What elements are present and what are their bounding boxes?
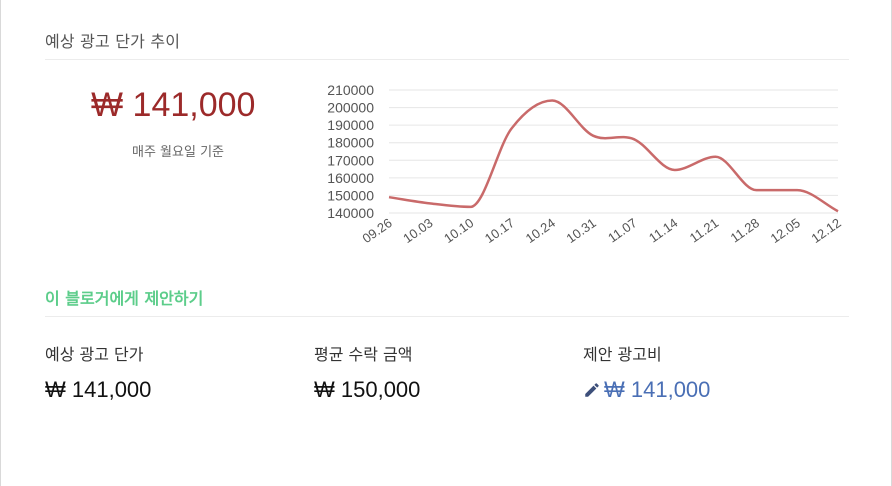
propose-title: 이 블로거에게 제안하기 [45, 289, 204, 308]
stat-label: 제안 광고비 [583, 345, 662, 364]
stat-value: ₩ 141,000 [45, 377, 152, 402]
proposed-fee-value: ₩ 141,000 [604, 377, 711, 402]
current-price: ₩ 141,000 [91, 86, 256, 124]
x-tick-label: 10.03 [400, 215, 435, 246]
data-point [754, 188, 758, 192]
data-point [469, 205, 473, 209]
x-tick-label: 10.10 [441, 215, 476, 246]
x-tick-label: 11.14 [646, 215, 680, 245]
stat-expected-price: 예상 광고 단가 ₩ 141,000 [45, 341, 151, 403]
x-tick-label: 12.05 [768, 215, 803, 246]
section-title: 예상 광고 단가 추이 [45, 32, 181, 51]
x-tick-label: 12.12 [808, 215, 843, 246]
data-point [550, 99, 554, 103]
stat-label: 평균 수락 금액 [314, 345, 413, 364]
y-tick-label: 140000 [327, 205, 374, 221]
y-tick-label: 190000 [327, 117, 374, 133]
stat-average-accepted: 평균 수락 금액 ₩ 150,000 [314, 341, 420, 403]
y-tick-label: 150000 [327, 187, 374, 203]
divider [45, 316, 849, 317]
y-tick-label: 200000 [327, 100, 374, 116]
proposed-fee-edit[interactable]: ₩ 141,000 [583, 377, 710, 403]
data-point [795, 188, 799, 192]
x-tick-label: 10.17 [482, 215, 517, 246]
series-line [388, 99, 839, 213]
x-tick-label: 10.24 [523, 215, 558, 246]
price-note: 매주 월요일 기준 [132, 145, 224, 160]
stat-proposed-fee[interactable]: 제안 광고비 ₩ 141,000 [583, 341, 710, 403]
x-tick-label: 11.07 [605, 215, 639, 245]
data-point [714, 155, 718, 159]
data-point [428, 201, 432, 205]
data-point [673, 168, 677, 172]
data-point [387, 195, 391, 199]
y-tick-label: 210000 [327, 82, 374, 98]
divider [45, 59, 849, 60]
y-tick-label: 180000 [327, 135, 374, 151]
data-point [509, 127, 513, 131]
stat-label: 예상 광고 단가 [45, 345, 144, 364]
data-point [836, 209, 840, 213]
y-tick-label: 170000 [327, 152, 374, 168]
stat-value: ₩ 150,000 [314, 377, 421, 402]
x-tick-label: 11.21 [687, 215, 721, 245]
data-point [591, 134, 595, 138]
x-tick-label: 11.28 [728, 215, 762, 245]
pencil-icon[interactable] [583, 381, 601, 399]
x-tick-label: 10.31 [564, 215, 599, 246]
data-point [632, 137, 636, 141]
y-tick-label: 160000 [327, 170, 374, 186]
